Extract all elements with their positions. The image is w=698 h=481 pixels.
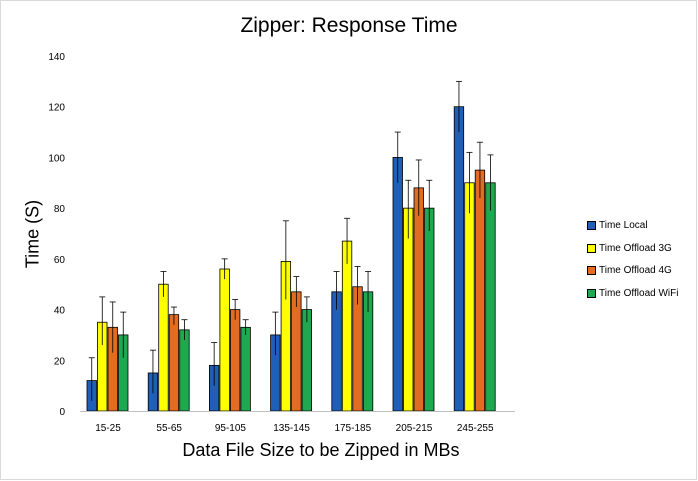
bar (240, 326, 251, 412)
bar (229, 309, 241, 412)
bar (219, 268, 230, 412)
y-tick-label: 60 (54, 255, 66, 266)
x-tick-label: 55-65 (156, 423, 182, 434)
bar (179, 329, 190, 412)
bar (464, 182, 475, 412)
bar (453, 106, 465, 412)
legend-swatch (587, 243, 596, 253)
legend-item: Time Offload 4G (587, 265, 678, 276)
y-tick-label: 100 (48, 153, 65, 164)
x-axis-label: Data File Size to be Zipped in MBs (182, 440, 460, 460)
x-tick-label: 205-215 (396, 423, 433, 434)
legend-swatch (587, 266, 596, 275)
error-bars (88, 80, 494, 401)
legend-item: Time Offload WiFi (587, 288, 678, 299)
bar-series (86, 106, 496, 412)
legend-label: Time Offload 3G (599, 242, 672, 254)
bar (341, 240, 353, 412)
chart-title: Zipper: Response Time (240, 14, 458, 37)
legend-label: Time Offload 4G (599, 265, 672, 276)
legend-swatch (587, 221, 596, 230)
bar (474, 169, 486, 412)
bar (301, 309, 313, 412)
legend-label: Time Local (599, 220, 648, 231)
y-tick-label: 80 (54, 204, 66, 215)
y-tick-label: 40 (54, 306, 66, 317)
y-tick-label: 120 (48, 103, 65, 114)
x-tick-label: 245-255 (457, 423, 494, 434)
x-tick-label: 15-25 (95, 423, 121, 434)
x-axis: 15-25 55-65 95-105 135-145 175-185 205-215 245… (95, 423, 494, 434)
bar (158, 283, 169, 412)
bar (352, 286, 363, 412)
bar (485, 182, 496, 412)
x-tick-label: 95-105 (215, 423, 247, 434)
legend: Time Local Time Offload 3G Time Offload 4G… (587, 220, 678, 310)
y-tick-label: 0 (59, 407, 65, 418)
bar (413, 187, 424, 412)
x-tick-label: 135-145 (273, 423, 310, 434)
x-tick-label: 175-185 (334, 423, 371, 434)
y-tick-label: 140 (48, 52, 65, 63)
bar (168, 314, 180, 412)
legend-swatch (587, 288, 596, 298)
y-axis: 0 20 40 60 80 100 120 140 (48, 52, 65, 418)
bar (424, 207, 435, 412)
bar (392, 157, 403, 412)
bar (331, 291, 342, 412)
legend-item: Time Local (587, 220, 678, 231)
legend-label: Time Offload WiFi (599, 287, 679, 299)
y-tick-label: 20 (54, 356, 66, 367)
legend-item: Time Offload 3G (587, 243, 678, 254)
bar (291, 291, 302, 412)
